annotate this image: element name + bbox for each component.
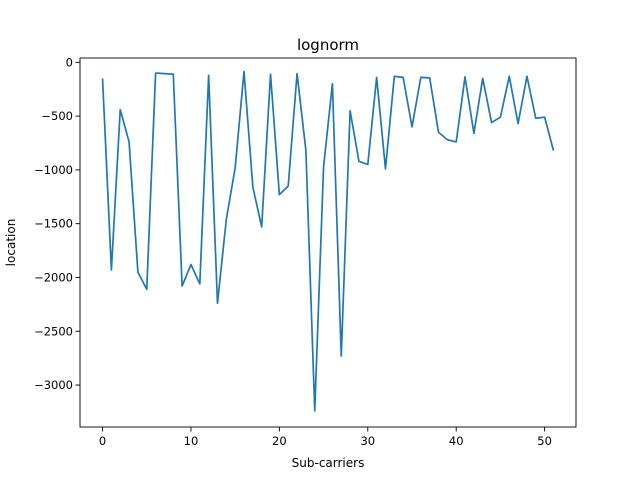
- y-tick-label: −2500: [34, 324, 73, 338]
- plot-frame: [79, 57, 577, 428]
- y-tick-label: −500: [41, 109, 73, 123]
- x-axis: 0 10 20 30 40 50: [99, 427, 552, 448]
- x-tick-label: 40: [449, 434, 464, 448]
- y-tick-label: −1500: [34, 217, 73, 231]
- x-tick-label: 10: [184, 434, 199, 448]
- y-axis-label: location: [4, 219, 18, 267]
- y-tick-label: −1000: [34, 163, 73, 177]
- y-tick-label: −3000: [34, 378, 73, 392]
- chart-title: lognorm: [297, 36, 359, 54]
- series-line: [101, 70, 555, 412]
- y-tick-label: 0: [66, 55, 73, 69]
- y-axis: 0 −500 −1000 −1500 −2000 −2500 −3000: [34, 55, 80, 392]
- x-tick-label: 30: [360, 434, 375, 448]
- plot-area: [101, 70, 555, 412]
- x-tick-label: 50: [537, 434, 552, 448]
- x-tick-label: 20: [272, 434, 287, 448]
- x-axis-label: Sub-carriers: [292, 456, 365, 470]
- y-tick-label: −2000: [34, 270, 73, 284]
- x-tick-label: 0: [99, 434, 106, 448]
